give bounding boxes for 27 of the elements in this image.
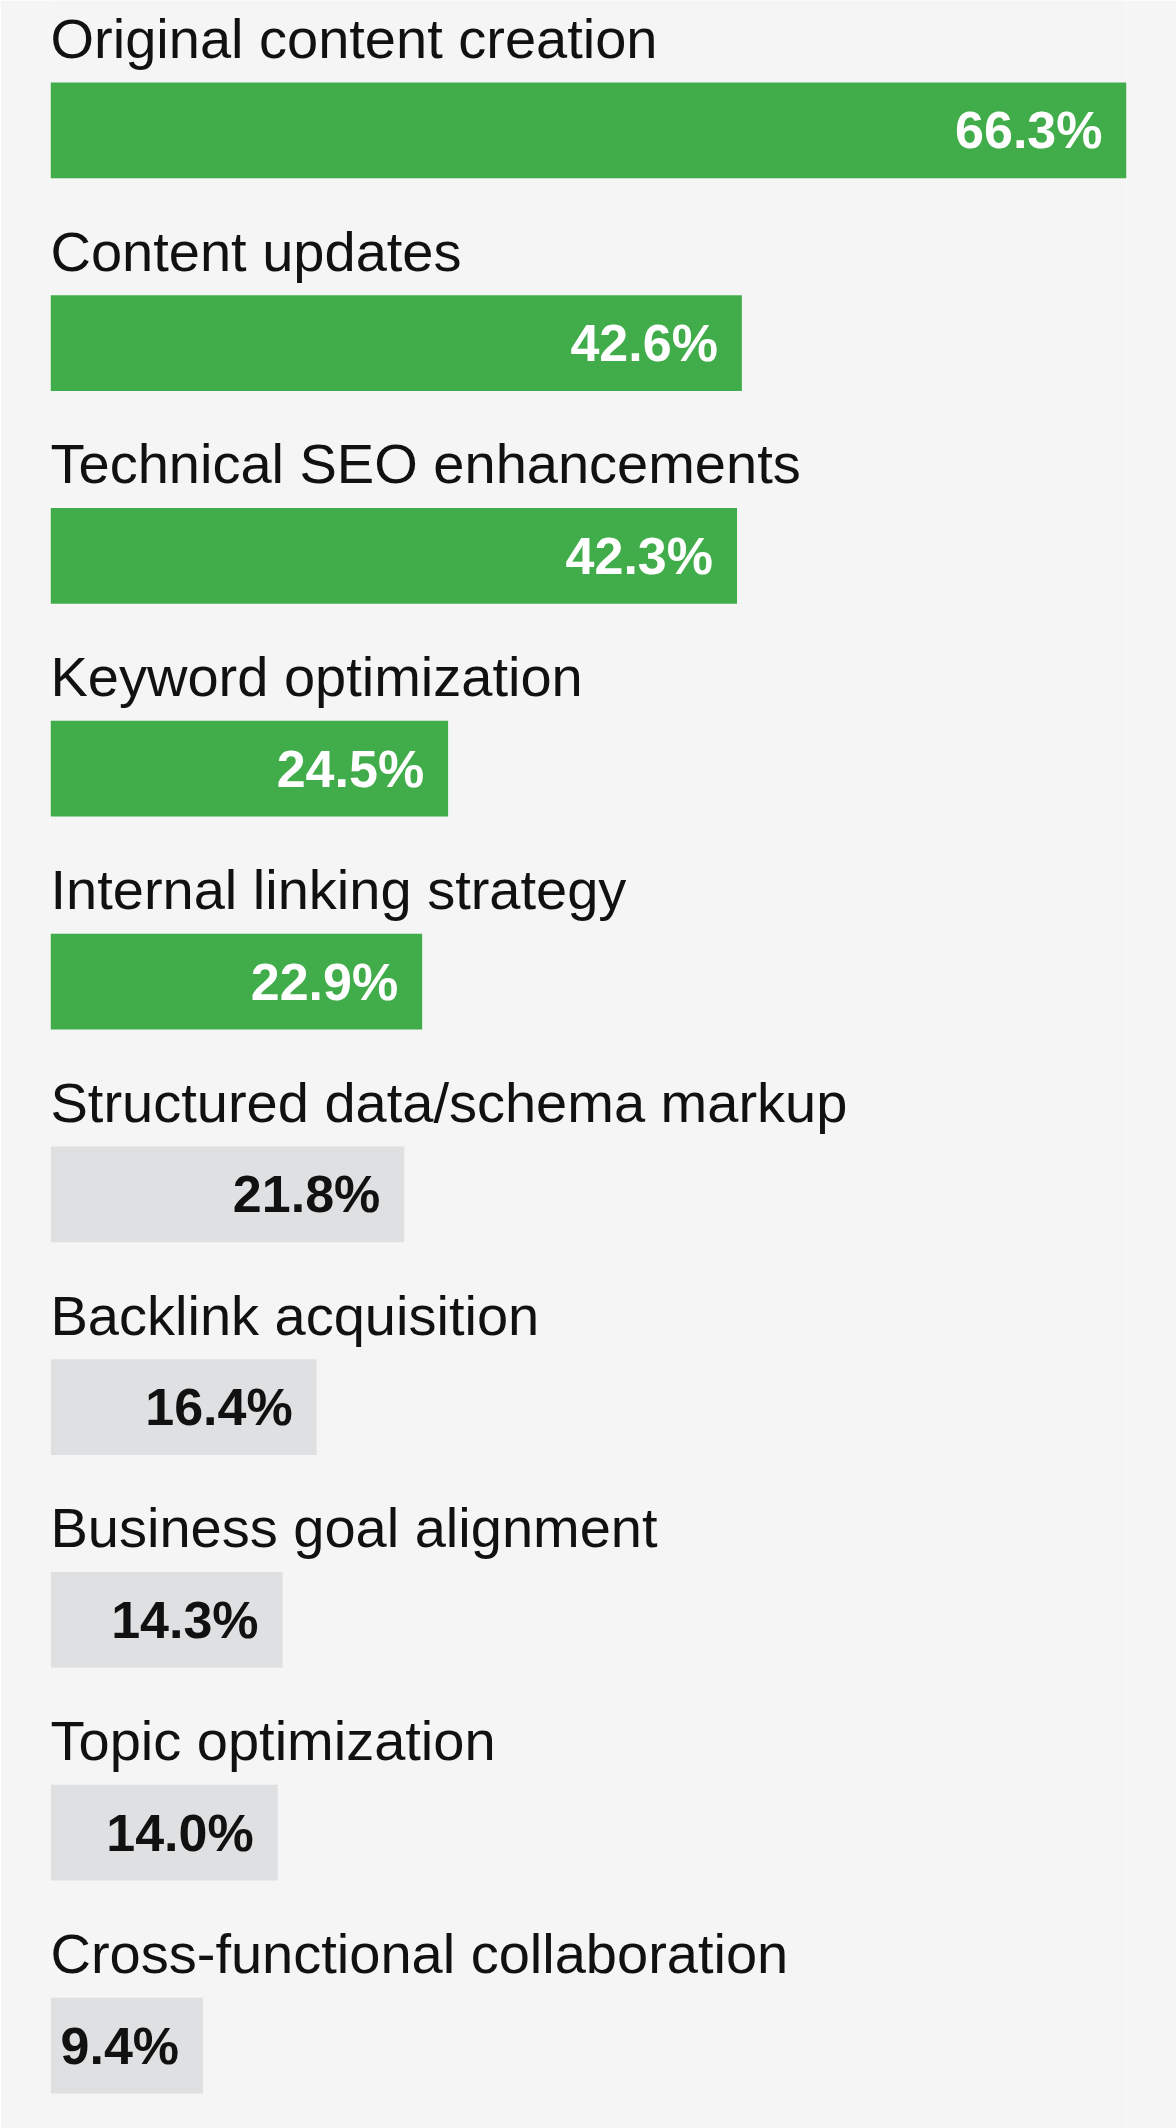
bar <box>50 295 742 391</box>
data-label: 66.3% <box>955 101 1103 160</box>
data-label: 14.3% <box>111 1590 259 1649</box>
y-tick-label: Topic optimization <box>50 1709 496 1773</box>
data-label: 42.3% <box>565 526 714 585</box>
y-tick-label: Business goal alignment <box>50 1496 658 1560</box>
data-label: 42.6% <box>570 314 718 373</box>
y-tick-label: Cross-functional collaboration <box>50 1922 789 1986</box>
data-label: 21.8% <box>232 1165 381 1224</box>
y-tick-label: Structured data/schema markup <box>50 1070 848 1134</box>
bar <box>50 720 449 817</box>
y-tick-label: Internal linking strategy <box>50 858 627 922</box>
bar <box>50 82 1127 179</box>
y-tick-label: Original content creation <box>50 6 658 70</box>
bar <box>50 508 737 604</box>
data-label: 16.4% <box>145 1378 293 1437</box>
bar <box>50 1359 317 1455</box>
data-label: 14.0% <box>106 1803 254 1862</box>
y-tick-label: Technical SEO enhancements <box>50 432 801 496</box>
y-tick-label: Keyword optimization <box>50 645 583 709</box>
data-label: 9.4% <box>60 2016 180 2075</box>
y-tick-label: Content updates <box>50 219 462 283</box>
y-tick-label: Backlink acquisition <box>50 1283 540 1347</box>
bar <box>50 933 423 1030</box>
data-label: 22.9% <box>250 952 399 1011</box>
bar <box>50 1146 405 1243</box>
data-label: 24.5% <box>276 739 425 798</box>
